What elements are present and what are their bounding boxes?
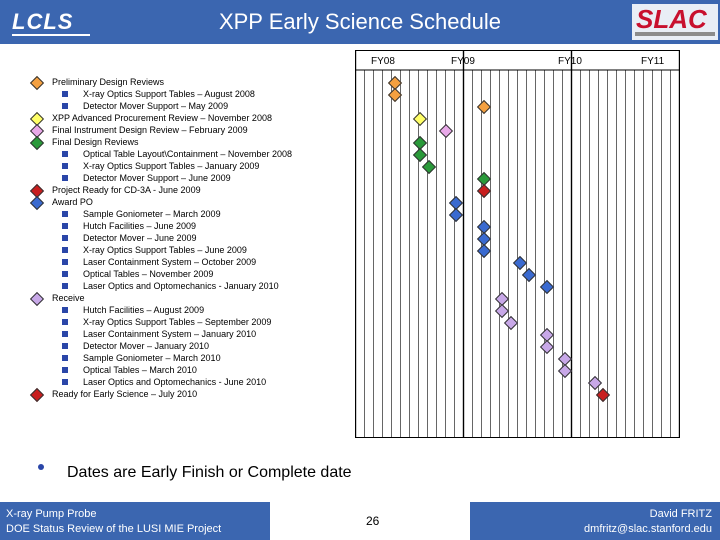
milestone-bullet-icon (62, 163, 68, 169)
milestone-text: Sample Goniometer – March 2009 (83, 209, 221, 219)
milestone-text: XPP Advanced Procurement Review – Novemb… (52, 113, 272, 123)
footer-center-panel (270, 502, 470, 540)
milestone-text: Final Design Reviews (52, 137, 139, 147)
milestone-bullet-icon (62, 283, 68, 289)
milestone-bullet-icon (62, 211, 68, 217)
milestone-text: Laser Containment System – January 2010 (83, 329, 257, 339)
footnote: Dates are Early Finish or Complete date (67, 464, 352, 481)
milestone-bullet-icon (62, 331, 68, 337)
slide-title: XPP Early Science Schedule (218, 9, 502, 34)
slac-logo: SLAC (636, 4, 707, 34)
page-number: 26 (366, 514, 380, 528)
fy-label: FY11 (641, 56, 665, 67)
milestone-bullet-icon (62, 271, 68, 277)
milestone-text: X-ray Optics Support Tables – June 2009 (83, 245, 247, 255)
header-bar: LCLS XPP Early Science Schedule SLAC (0, 0, 720, 44)
milestone-diamond-icon (29, 75, 45, 91)
footer-project: X-ray Pump Probe (6, 508, 97, 520)
milestone-diamond-icon (29, 387, 45, 403)
milestone-text: Laser Containment System – October 2009 (83, 257, 257, 267)
milestone-bullet-icon (62, 319, 68, 325)
milestone-text: Detector Mover Support – June 2009 (83, 173, 231, 183)
milestone-bullet-icon (62, 379, 68, 385)
slac-logo-box: SLAC (632, 4, 718, 40)
footer-author: David FRITZ (649, 508, 712, 520)
note-bullet (38, 464, 44, 470)
milestone-diamond-icon (29, 135, 45, 151)
milestone-bullet-icon (62, 367, 68, 373)
milestone-diamond-icon (29, 195, 45, 211)
milestone-bullet-icon (62, 223, 68, 229)
milestone-text: Project Ready for CD-3A - June 2009 (52, 185, 201, 195)
footer-bar: X-ray Pump Probe DOE Status Review of th… (0, 502, 720, 540)
milestone-text: Detector Mover – January 2010 (83, 341, 210, 351)
milestone-text: Detector Mover – June 2009 (83, 233, 197, 243)
milestone-bullet-icon (62, 247, 68, 253)
fy-label: FY08 (371, 56, 395, 67)
slac-logo-subtitle-bar (635, 32, 715, 36)
lcls-logo-underline (12, 34, 90, 36)
fy-label: FY10 (558, 56, 582, 67)
milestone-text: Laser Optics and Optomechanics - January… (83, 281, 279, 291)
milestone-text: Optical Table Layout\Containment – Novem… (83, 149, 292, 159)
milestone-text: Detector Mover Support – May 2009 (83, 101, 229, 111)
milestone-bullet-icon (62, 151, 68, 157)
footer-email: dmfritz@slac.stanford.edu (584, 523, 712, 535)
milestone-text: Laser Optics and Optomechanics - June 20… (83, 377, 267, 387)
milestone-text: Hutch Facilities – August 2009 (83, 305, 205, 315)
milestone-bullet-icon (62, 175, 68, 181)
milestone-text: X-ray Optics Support Tables – January 20… (83, 161, 260, 171)
milestone-text: Hutch Facilities – June 2009 (83, 221, 197, 231)
lcls-logo: LCLS (12, 9, 74, 34)
milestone-bullet-icon (62, 259, 68, 265)
milestone-bullet-icon (62, 307, 68, 313)
footer-review: DOE Status Review of the LUSI MIE Projec… (6, 523, 222, 535)
milestone-diamond-icon (29, 291, 45, 307)
milestone-text: Optical Tables – November 2009 (83, 269, 214, 279)
milestone-bullet-icon (62, 235, 68, 241)
fy-label: FY09 (451, 56, 475, 67)
milestone-text: X-ray Optics Support Tables – August 200… (83, 89, 255, 99)
milestone-text: Award PO (52, 197, 93, 207)
milestone-bullet-icon (62, 91, 68, 97)
milestone-text: Receive (52, 293, 85, 303)
milestone-bullet-icon (62, 355, 68, 361)
milestone-bullet-icon (62, 343, 68, 349)
milestone-text: Ready for Early Science – July 2010 (52, 389, 198, 399)
milestone-bullet-icon (62, 103, 68, 109)
milestone-text: X-ray Optics Support Tables – September … (83, 317, 272, 327)
milestone-text: Preliminary Design Reviews (52, 77, 165, 87)
schedule-grid-lines (355, 50, 680, 438)
milestone-text: Final Instrument Design Review – Februar… (52, 125, 248, 135)
milestone-text: Sample Goniometer – March 2010 (83, 353, 221, 363)
milestone-text: Optical Tables – March 2010 (83, 365, 197, 375)
